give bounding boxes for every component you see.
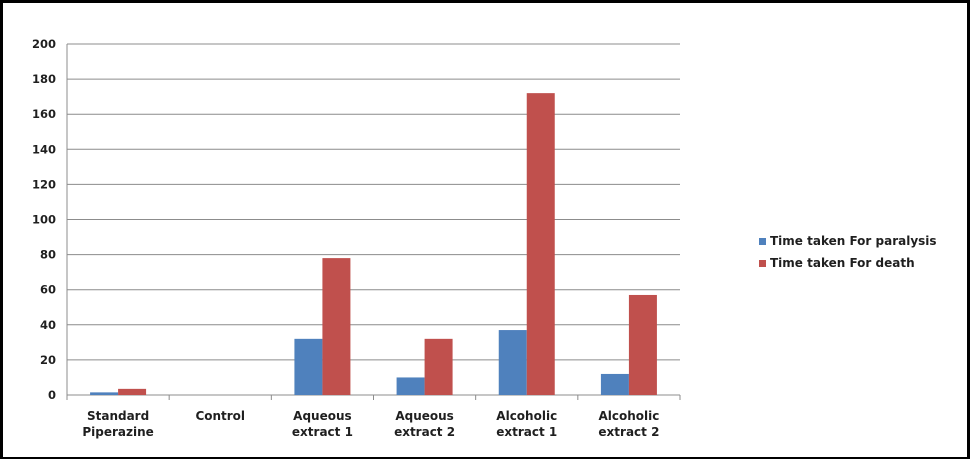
x-category-label: extract 1 (292, 425, 353, 439)
bar-paralysis (498, 330, 527, 395)
bar-death (322, 258, 351, 395)
x-category-label: Standard (87, 409, 149, 423)
bar-paralysis (396, 377, 425, 395)
x-category-label: Alcoholic (496, 409, 557, 423)
x-category-label: Aqueous (395, 409, 454, 423)
bar-death (526, 93, 555, 395)
bar-paralysis (90, 392, 119, 395)
y-tick-label: 180 (32, 72, 56, 86)
legend-label: Time taken For paralysis (770, 234, 937, 248)
x-category-label: extract 2 (394, 425, 455, 439)
x-category-label: Aqueous (293, 409, 352, 423)
legend-swatch (759, 238, 766, 245)
bar-death (118, 388, 147, 395)
x-category-label: extract 2 (598, 425, 659, 439)
legend-swatch (759, 260, 766, 267)
bar-paralysis (600, 373, 629, 395)
bar-death (424, 338, 453, 395)
y-tick-label: 80 (40, 248, 56, 262)
y-tick-label: 40 (40, 318, 56, 332)
y-tick-label: 200 (32, 37, 56, 51)
x-category-label: Piperazine (82, 425, 153, 439)
y-tick-label: 120 (32, 177, 56, 191)
y-tick-label: 60 (40, 283, 56, 297)
y-tick-label: 20 (40, 353, 56, 367)
y-tick-label: 160 (32, 107, 56, 121)
x-category-label: extract 1 (496, 425, 557, 439)
bar-death (628, 294, 657, 395)
x-category-label: Control (195, 409, 245, 423)
bar-paralysis (294, 338, 323, 395)
x-category-label: Alcoholic (598, 409, 659, 423)
y-tick-label: 0 (48, 388, 56, 402)
y-tick-label: 140 (32, 142, 56, 156)
y-tick-label: 100 (32, 213, 56, 227)
legend-label: Time taken For death (770, 256, 915, 270)
